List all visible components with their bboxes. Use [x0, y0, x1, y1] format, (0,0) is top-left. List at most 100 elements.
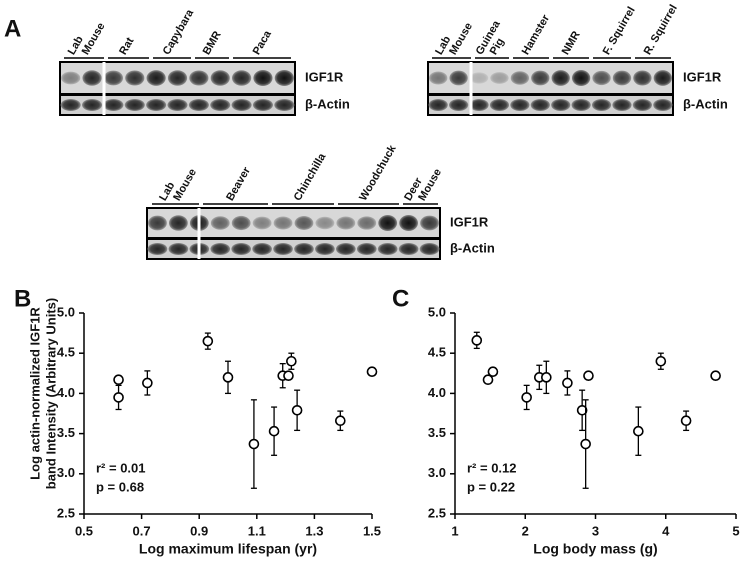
- band: [315, 216, 335, 230]
- stat-annotation: p = 0.22: [467, 479, 515, 494]
- group-label: Hamster: [520, 12, 553, 57]
- band: [356, 243, 377, 255]
- stat-annotation: p = 0.68: [96, 479, 144, 494]
- x-tick-label: 1.5: [363, 523, 381, 538]
- y-tick-label: 3.5: [57, 425, 75, 440]
- band: [60, 99, 81, 111]
- band: [146, 70, 166, 86]
- group-label: F. Squirrel: [601, 5, 638, 57]
- band: [274, 70, 294, 86]
- point: [222, 372, 234, 383]
- band: [612, 99, 632, 111]
- y-axis-label: band Intensity (Arbitrary Units): [43, 298, 58, 489]
- panel-label: C: [392, 285, 409, 312]
- band: [612, 70, 632, 86]
- point: [521, 392, 532, 403]
- band: [551, 99, 571, 111]
- point: [291, 404, 303, 416]
- band: [148, 215, 167, 231]
- band: [315, 243, 335, 255]
- row-label: β-Actin: [305, 96, 350, 111]
- point: [202, 335, 214, 347]
- x-tick-label: 1.3: [305, 523, 323, 538]
- band: [571, 70, 591, 86]
- blot-strip: [427, 61, 674, 95]
- point: [286, 355, 297, 367]
- band: [82, 70, 102, 86]
- band: [147, 243, 168, 255]
- x-tick-label: 2: [522, 523, 529, 538]
- point: [335, 415, 346, 427]
- point: [283, 370, 294, 382]
- row-label: IGF1R: [450, 214, 489, 229]
- point: [487, 366, 499, 377]
- band: [420, 215, 439, 231]
- band: [335, 243, 356, 255]
- point: [710, 370, 721, 382]
- x-tick-label: 0.9: [190, 523, 208, 538]
- point: [562, 377, 573, 389]
- band: [653, 70, 672, 86]
- band: [378, 215, 398, 231]
- y-tick-label: 4.5: [428, 345, 446, 360]
- y-tick-label: 4.0: [57, 385, 75, 400]
- panel-label: B: [14, 285, 31, 312]
- row-label: IGF1R: [305, 69, 344, 84]
- band: [419, 243, 440, 255]
- point: [580, 438, 591, 450]
- band: [252, 216, 272, 230]
- group-label: Beaver: [224, 165, 253, 203]
- band: [273, 216, 293, 230]
- band: [357, 216, 377, 230]
- band: [592, 70, 611, 86]
- band: [210, 99, 231, 111]
- row-label: β-Actin: [683, 96, 728, 111]
- band: [103, 99, 124, 111]
- point: [633, 425, 644, 437]
- y-axis-label: Log actin-normalized IGF1R: [27, 307, 42, 480]
- band: [489, 99, 510, 111]
- band: [294, 243, 314, 255]
- point: [471, 335, 483, 346]
- y-tick-label: 3.0: [57, 465, 75, 480]
- x-tick-label: 1: [451, 523, 458, 538]
- band: [252, 99, 273, 111]
- band: [252, 243, 272, 255]
- point: [268, 425, 280, 437]
- band: [571, 99, 591, 111]
- row-label: IGF1R: [683, 69, 722, 84]
- y-tick-label: 2.5: [57, 505, 75, 520]
- point: [113, 374, 124, 386]
- y-tick-label: 2.5: [428, 505, 446, 520]
- stat-annotation: r² = 0.12: [467, 460, 517, 475]
- x-tick-label: 3: [592, 523, 599, 538]
- y-tick-label: 3.0: [428, 465, 446, 480]
- band: [231, 243, 252, 255]
- band: [653, 99, 673, 111]
- y-tick-label: 4.5: [57, 345, 75, 360]
- group-label: R. Squirrel: [642, 3, 680, 57]
- band: [510, 99, 530, 111]
- group-label: Rat: [117, 35, 136, 57]
- band: [530, 99, 550, 111]
- band: [188, 99, 209, 111]
- panel-label: A: [4, 15, 21, 42]
- band: [253, 70, 273, 86]
- point: [655, 355, 667, 367]
- band: [469, 99, 489, 111]
- blot-strip: [427, 94, 674, 116]
- band: [167, 70, 188, 86]
- point: [113, 392, 124, 403]
- band: [377, 243, 398, 255]
- x-tick-label: 0.7: [133, 523, 151, 538]
- band: [274, 99, 295, 111]
- x-tick-label: 0.5: [75, 523, 93, 538]
- band: [294, 216, 314, 230]
- band: [231, 99, 252, 111]
- y-tick-label: 4.0: [428, 385, 446, 400]
- x-tick-label: 5: [732, 523, 739, 538]
- point: [142, 377, 153, 389]
- band: [449, 99, 469, 111]
